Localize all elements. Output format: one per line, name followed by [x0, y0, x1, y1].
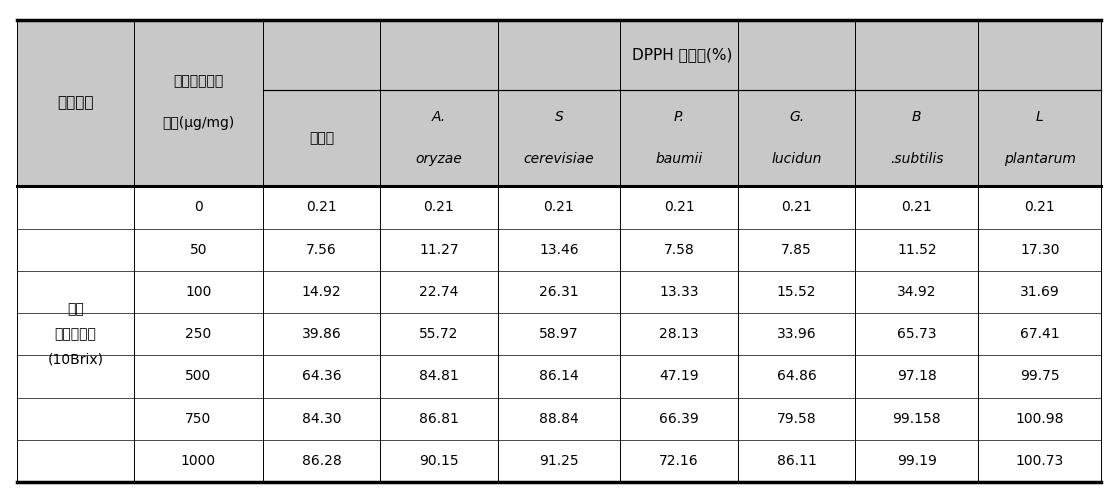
- Text: 97.18: 97.18: [897, 369, 937, 384]
- Text: 86.14: 86.14: [539, 369, 579, 384]
- Text: 22.74: 22.74: [419, 285, 458, 299]
- Text: 64.86: 64.86: [777, 369, 816, 384]
- Text: 17.30: 17.30: [1020, 243, 1060, 256]
- Text: 발효기질: 발효기질: [57, 95, 94, 110]
- Text: 0.21: 0.21: [781, 200, 812, 214]
- Text: 0.21: 0.21: [664, 200, 694, 214]
- Text: 농도(μg/mg): 농도(μg/mg): [162, 116, 235, 130]
- Text: 0.21: 0.21: [543, 200, 575, 214]
- Text: 67.41: 67.41: [1020, 327, 1060, 341]
- Text: plantarum: plantarum: [1004, 152, 1076, 166]
- Text: DPPH 소거능(%): DPPH 소거능(%): [632, 47, 732, 62]
- Text: 55.72: 55.72: [419, 327, 458, 341]
- Text: L: L: [1036, 110, 1043, 124]
- Text: P.: P.: [674, 110, 684, 124]
- Text: 88.84: 88.84: [539, 412, 579, 426]
- Text: 750: 750: [186, 412, 211, 426]
- Bar: [17, 20, 1101, 186]
- Text: 47.19: 47.19: [660, 369, 699, 384]
- Text: 14.92: 14.92: [302, 285, 341, 299]
- Text: 7.58: 7.58: [664, 243, 694, 256]
- Text: 0.21: 0.21: [306, 200, 337, 214]
- Text: 100.73: 100.73: [1015, 454, 1064, 468]
- Text: 65.73: 65.73: [897, 327, 937, 341]
- Text: 33.96: 33.96: [777, 327, 816, 341]
- Text: 0.21: 0.21: [1024, 200, 1055, 214]
- Text: 86.81: 86.81: [419, 412, 458, 426]
- Text: 황칠: 황칠: [67, 302, 84, 316]
- Text: 0.21: 0.21: [901, 200, 932, 214]
- Bar: [17, 271, 1101, 313]
- Text: 99.158: 99.158: [892, 412, 941, 426]
- Text: 100.98: 100.98: [1015, 412, 1064, 426]
- Text: 90.15: 90.15: [419, 454, 458, 468]
- Text: 15.52: 15.52: [777, 285, 816, 299]
- Text: 28.13: 28.13: [660, 327, 699, 341]
- Text: 26.31: 26.31: [539, 285, 579, 299]
- Text: 250: 250: [186, 327, 211, 341]
- Text: 31.69: 31.69: [1020, 285, 1060, 299]
- Text: lucidun: lucidun: [771, 152, 822, 166]
- Text: 99.19: 99.19: [897, 454, 937, 468]
- Text: 0: 0: [195, 200, 202, 214]
- Text: 79.58: 79.58: [777, 412, 816, 426]
- Text: (10Brix): (10Brix): [47, 352, 104, 366]
- Bar: [17, 355, 1101, 398]
- Text: G.: G.: [789, 110, 804, 124]
- Text: 84.81: 84.81: [419, 369, 458, 384]
- Text: 84.30: 84.30: [302, 412, 341, 426]
- Text: A.: A.: [432, 110, 446, 124]
- Text: 64.36: 64.36: [302, 369, 341, 384]
- Text: B: B: [912, 110, 921, 124]
- Text: 발효대사체의: 발효대사체의: [173, 75, 224, 88]
- Bar: [17, 398, 1101, 440]
- Text: oryzae: oryzae: [416, 152, 462, 166]
- Bar: [17, 229, 1101, 271]
- Text: .subtilis: .subtilis: [890, 152, 944, 166]
- Text: 7.56: 7.56: [306, 243, 337, 256]
- Text: 1000: 1000: [181, 454, 216, 468]
- Text: 91.25: 91.25: [539, 454, 579, 468]
- Bar: [17, 313, 1101, 355]
- Text: S: S: [555, 110, 563, 124]
- Text: 58.97: 58.97: [539, 327, 579, 341]
- Text: 11.27: 11.27: [419, 243, 458, 256]
- Text: 72.16: 72.16: [660, 454, 699, 468]
- Text: cerevisiae: cerevisiae: [523, 152, 595, 166]
- Text: 39.86: 39.86: [302, 327, 341, 341]
- Text: 66.39: 66.39: [660, 412, 699, 426]
- Text: 13.46: 13.46: [539, 243, 579, 256]
- Text: 7.85: 7.85: [781, 243, 812, 256]
- Bar: [17, 186, 1101, 229]
- Text: 99.75: 99.75: [1020, 369, 1060, 384]
- Text: 86.11: 86.11: [777, 454, 816, 468]
- Text: 열수추출물: 열수추출물: [55, 327, 96, 341]
- Text: 86.28: 86.28: [302, 454, 341, 468]
- Text: 500: 500: [186, 369, 211, 384]
- Bar: [17, 440, 1101, 482]
- Text: 0.21: 0.21: [424, 200, 454, 214]
- Text: baumii: baumii: [655, 152, 703, 166]
- Text: 100: 100: [186, 285, 211, 299]
- Text: 11.52: 11.52: [897, 243, 937, 256]
- Text: 50: 50: [190, 243, 207, 256]
- Text: 대조군: 대조군: [309, 131, 334, 145]
- Text: 34.92: 34.92: [897, 285, 937, 299]
- Text: 13.33: 13.33: [660, 285, 699, 299]
